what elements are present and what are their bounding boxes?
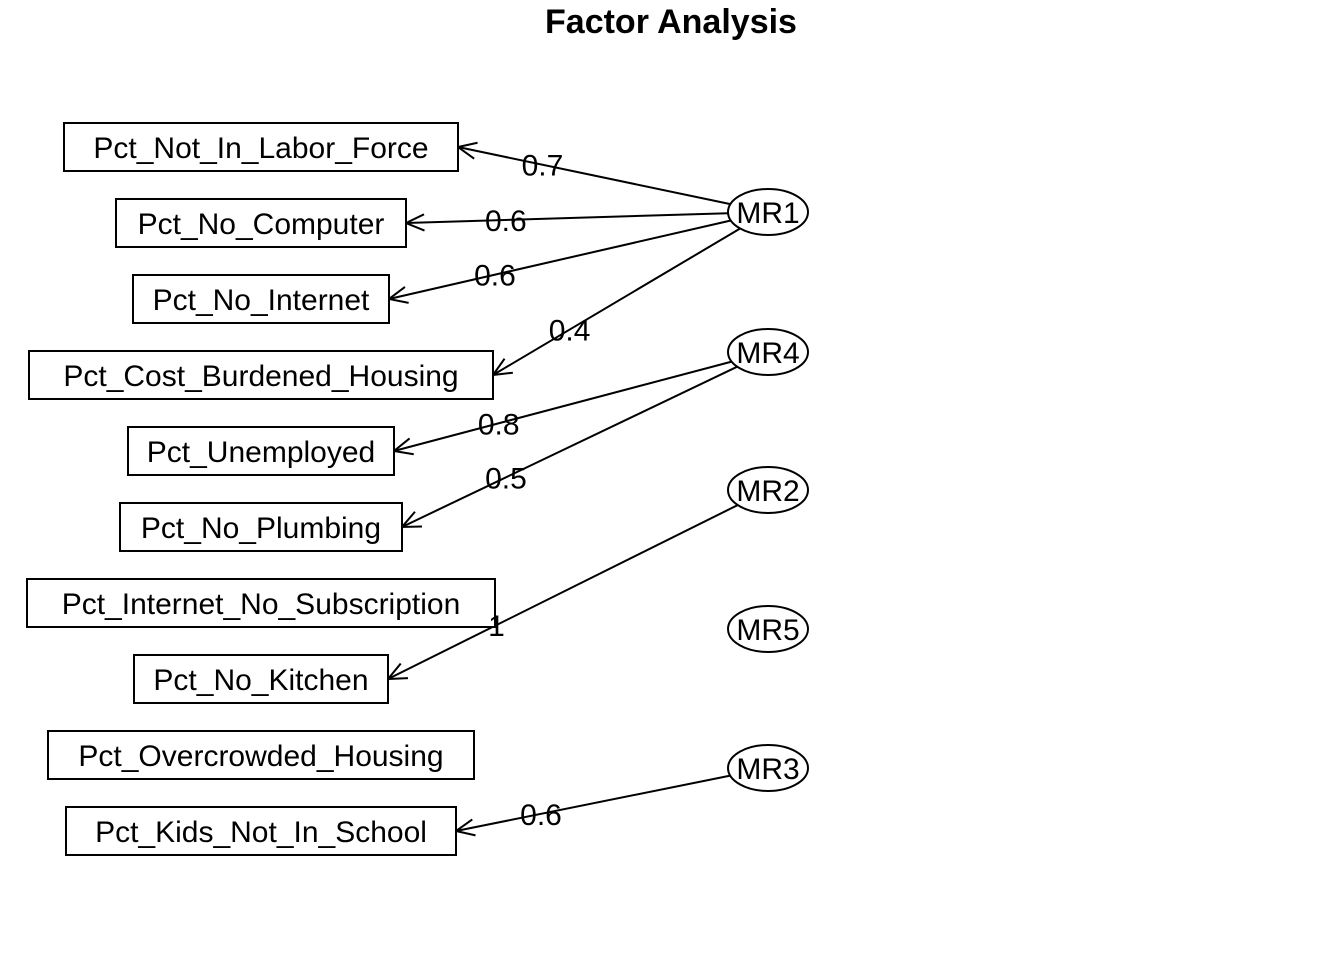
factor-ellipse [727, 188, 809, 236]
variable-node-pct-cost-burdened-housing: Pct_Cost_Burdened_Housing [28, 350, 494, 400]
edge-line [393, 360, 732, 452]
loading-label: 0.7 [522, 150, 564, 183]
variable-box [26, 578, 496, 628]
variable-label: Pct_No_Kitchen [153, 664, 368, 697]
factor-label: MR3 [736, 753, 799, 786]
variable-box [28, 350, 494, 400]
edge-line [492, 227, 741, 376]
variable-box [133, 654, 389, 704]
variable-label: Pct_Cost_Burdened_Housing [63, 360, 458, 393]
factor-ellipses: MR1 MR4 MR2 MR5 MR3 [727, 188, 809, 792]
factor-node-mr3: MR3 [727, 744, 809, 792]
variable-node-pct-not-in-labor-force: Pct_Not_In_Labor_Force [63, 122, 459, 172]
variable-node-pct-kids-not-in-school: Pct_Kids_Not_In_School [65, 806, 457, 856]
factor-label: MR4 [736, 337, 799, 370]
variable-label: Pct_Kids_Not_In_School [95, 816, 427, 849]
diagram-title: Factor Analysis [545, 3, 797, 41]
factor-label: MR5 [736, 614, 799, 647]
loading-label: 0.6 [474, 260, 516, 293]
loading-label: 0.6 [485, 205, 527, 238]
variable-label: Pct_No_Computer [138, 208, 385, 241]
loading-edge-mr3-pct-kids-not-in-school [453, 774, 731, 837]
loading-label: 0.8 [478, 408, 520, 441]
variable-boxes: Pct_Not_In_Labor_Force Pct_No_Computer Pct… [26, 122, 496, 856]
loading-label: 0.4 [549, 315, 591, 348]
variable-label: Pct_No_Internet [153, 284, 370, 317]
variable-box [47, 730, 475, 780]
variable-label: Pct_Internet_No_Subscription [62, 588, 461, 621]
variable-node-pct-unemployed: Pct_Unemployed [127, 426, 395, 476]
variable-box [132, 274, 390, 324]
variable-node-pct-internet-no-subscription: Pct_Internet_No_Subscription [26, 578, 496, 628]
factor-ellipse [727, 744, 809, 792]
variable-box [127, 426, 395, 476]
loading-label: 0.5 [485, 462, 527, 495]
loading-edge-mr1-pct-no-internet [386, 219, 732, 304]
variable-node-pct-no-internet: Pct_No_Internet [132, 274, 390, 324]
loading-edge-mr1-pct-cost-burdened-housing [490, 227, 741, 377]
loading-label: 1 [488, 610, 505, 643]
variable-label: Pct_Overcrowded_Housing [78, 740, 443, 773]
variable-box [119, 502, 403, 552]
factor-node-mr1: MR1 [727, 188, 809, 236]
variable-node-pct-no-plumbing: Pct_No_Plumbing [119, 502, 403, 552]
factor-label: MR1 [736, 197, 799, 230]
variable-box [63, 122, 459, 172]
edge-line [387, 504, 739, 680]
loading-edge-mr1-pct-no-computer [403, 212, 729, 232]
factor-label: MR2 [736, 475, 799, 508]
loading-edge-mr1-pct-not-in-labor-force [455, 141, 731, 206]
edge-line [455, 774, 731, 832]
variable-node-pct-overcrowded-housing: Pct_Overcrowded_Housing [47, 730, 475, 780]
variable-node-pct-no-kitchen: Pct_No_Kitchen [133, 654, 389, 704]
edge-line [405, 212, 729, 224]
variable-box [115, 198, 407, 248]
loading-labels: 0.7 0.6 0.6 0.4 0.8 0.5 1 0.6 [474, 150, 590, 832]
factor-node-mr2: MR2 [727, 466, 809, 514]
edge-line [457, 146, 731, 206]
variable-label: Pct_Unemployed [147, 436, 375, 469]
factor-node-mr5: MR5 [727, 605, 809, 653]
variable-box [65, 806, 457, 856]
variable-label: Pct_No_Plumbing [141, 512, 381, 545]
variable-node-pct-no-computer: Pct_No_Computer [115, 198, 407, 248]
loading-edges [385, 141, 741, 837]
factor-ellipse [727, 466, 809, 514]
factor-ellipse [727, 605, 809, 653]
loading-label: 0.6 [520, 799, 562, 832]
variable-label: Pct_Not_In_Labor_Force [93, 132, 428, 165]
edge-line [388, 219, 732, 300]
factor-ellipse [727, 328, 809, 376]
edge-line [401, 365, 738, 528]
factor-node-mr4: MR4 [727, 328, 809, 376]
